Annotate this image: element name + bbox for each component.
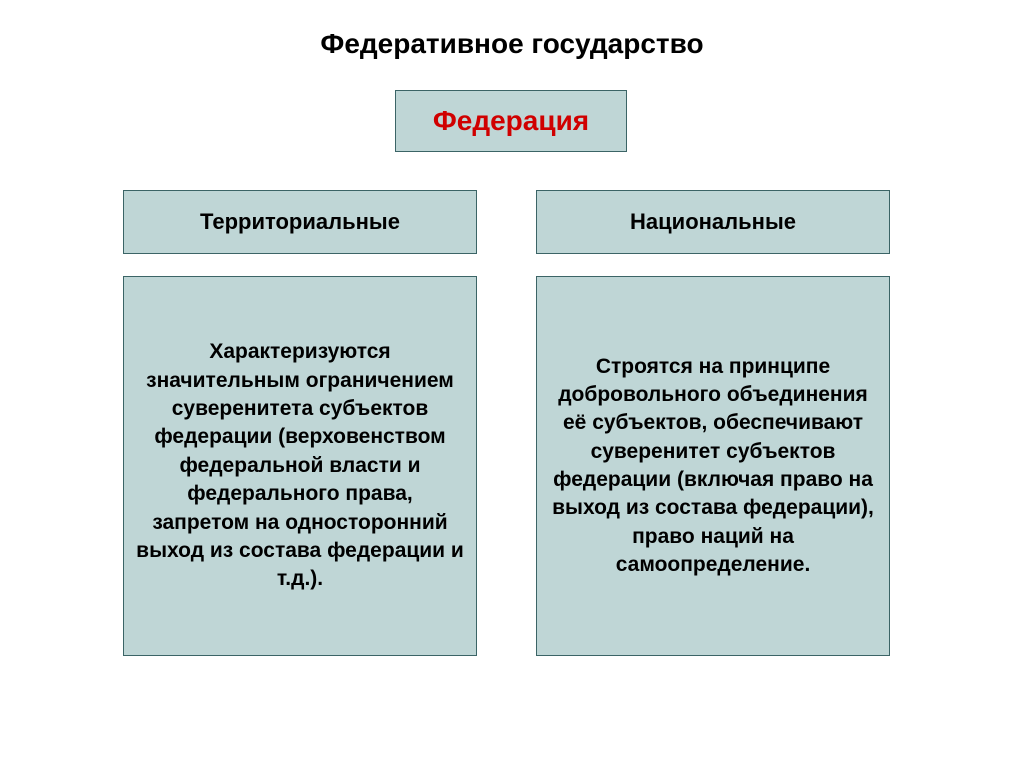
national-header-box: Национальные [536,190,890,254]
national-body-box: Строятся на принципе добровольного объед… [536,276,890,656]
national-header-label: Национальные [630,207,796,237]
territorial-header-box: Территориальные [123,190,477,254]
territorial-body-text: Характеризуются значительным ограничение… [136,338,464,593]
territorial-header-label: Территориальные [200,207,400,237]
page-title: Федеративное государство [0,28,1024,60]
federation-top-box: Федерация [395,90,627,152]
territorial-body-box: Характеризуются значительным ограничение… [123,276,477,656]
federation-top-label: Федерация [433,102,589,140]
national-body-text: Строятся на принципе добровольного объед… [549,353,877,580]
